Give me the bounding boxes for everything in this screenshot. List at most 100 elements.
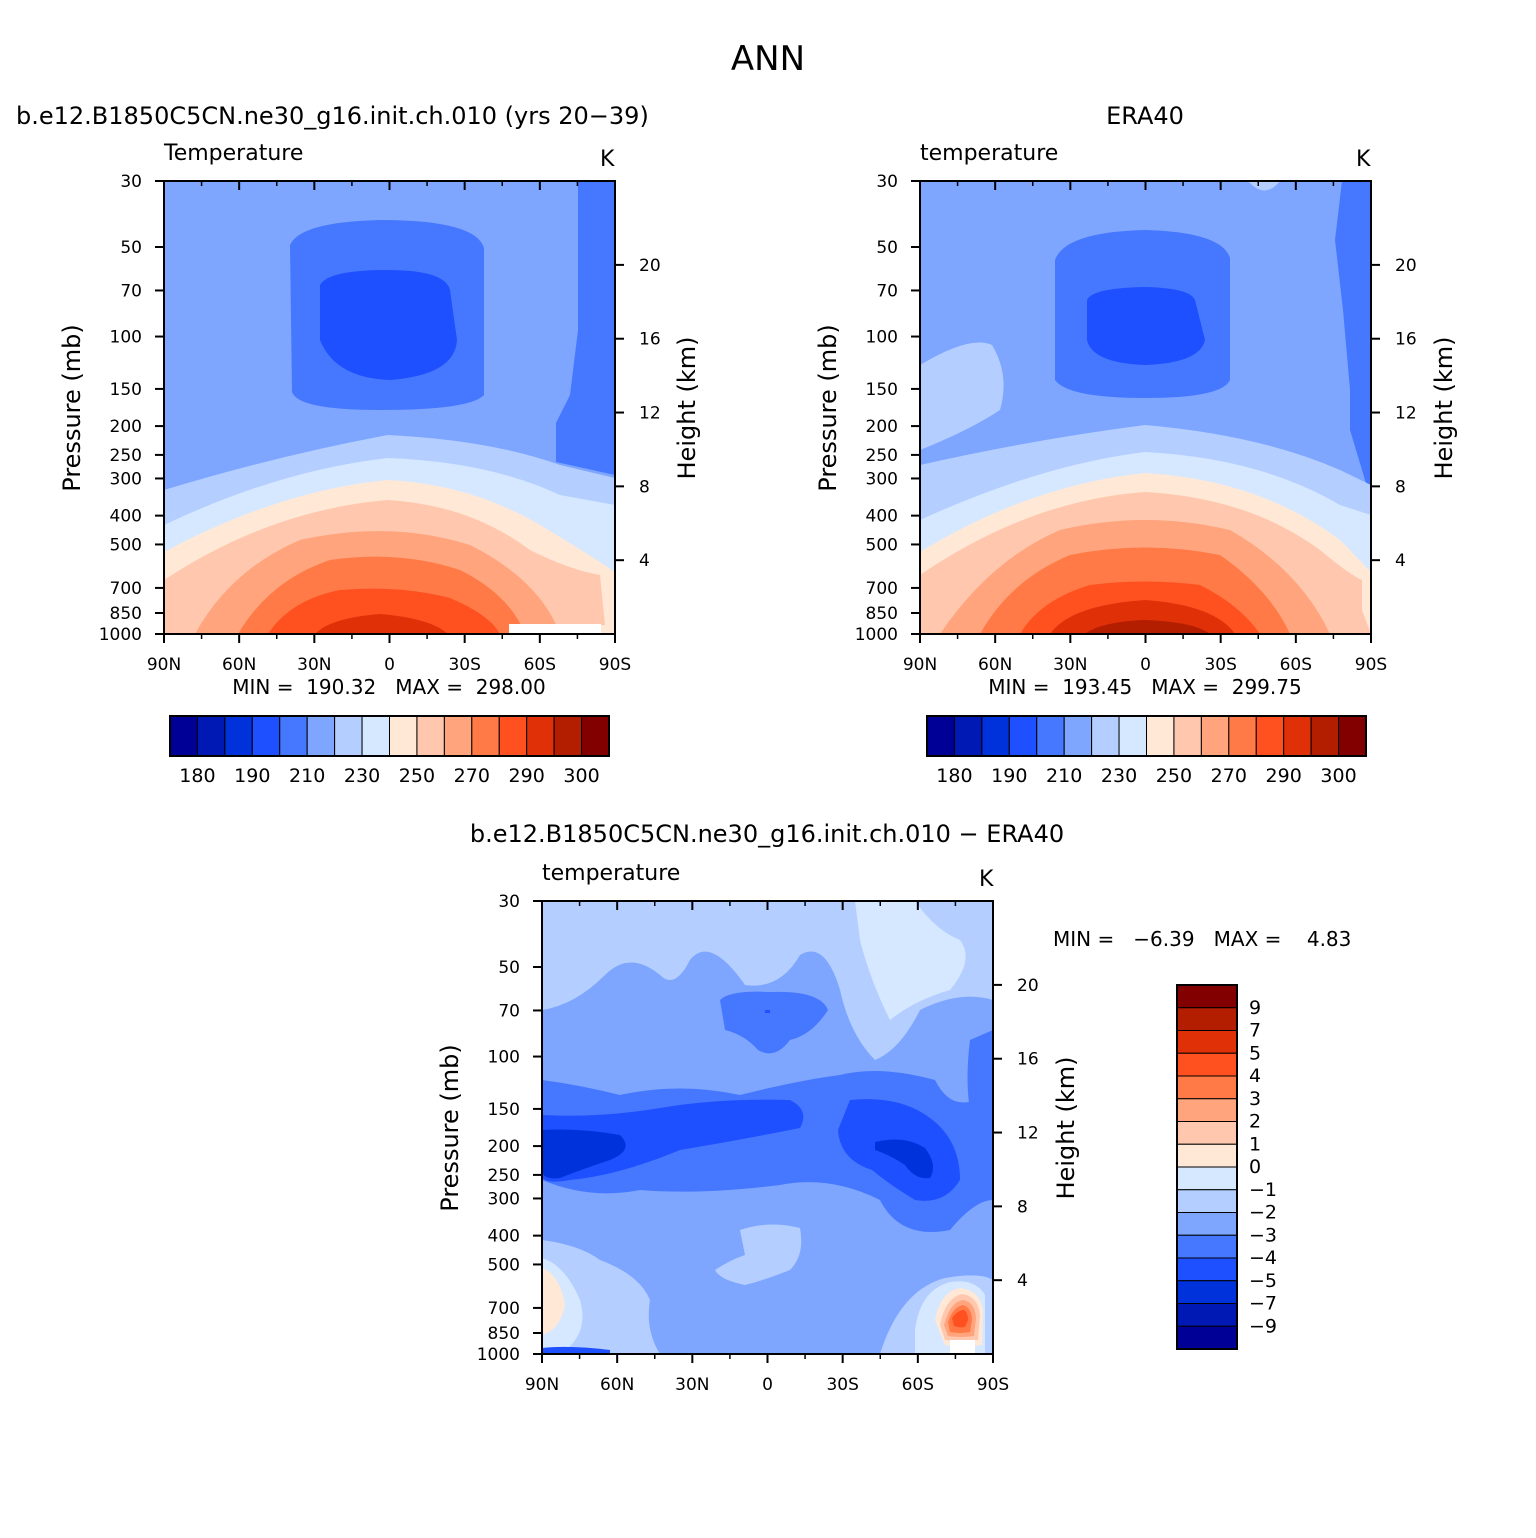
contour-fill-m5-south	[875, 1139, 934, 1179]
panel-model-ylabel: Pressure (mb)	[58, 324, 86, 491]
colorbar-swatch	[169, 715, 198, 757]
y-right-tick-label: 20	[639, 256, 661, 276]
y-tick-label: 70	[876, 281, 898, 301]
colorbar-swatch	[1176, 1098, 1238, 1122]
contour-fill-m1-low	[715, 1224, 802, 1285]
colorbar-label: 2	[1249, 1111, 1261, 1133]
colorbar-swatch	[1176, 1007, 1238, 1031]
y-tick-label: 500	[488, 1255, 520, 1275]
panel-model-variable: Temperature	[163, 141, 303, 166]
colorbar-swatch	[498, 715, 528, 757]
panel-obs: ERA40 temperature K 90N 60N 30N 0 30S 60S 90S 3…	[814, 102, 1458, 787]
colorbar-swatch	[1091, 715, 1120, 757]
y-tick-label: 100	[110, 328, 142, 348]
colorbar-label: 230	[1101, 765, 1137, 787]
colorbar-swatch	[334, 715, 363, 757]
panel-model-title: b.e12.B1850C5CN.ne30_g16.init.ch.010 (yr…	[16, 102, 649, 130]
y-right-tick-label: 8	[639, 477, 650, 497]
missing-data-gap	[509, 624, 601, 634]
y-tick-label: 1000	[477, 1345, 520, 1365]
x-tick-label: 60S	[1280, 655, 1312, 675]
panel-model-axes: 90N 60N 30N 0 30S 60S 90S 30 50 70 100 150 200 250 300…	[99, 172, 661, 675]
colorbar-label: 250	[1156, 765, 1192, 787]
contour-fill-290	[268, 588, 500, 634]
colorbar-label: −5	[1249, 1270, 1277, 1292]
colorbar-swatch	[1063, 715, 1093, 757]
x-tick-label: 90S	[977, 1375, 1009, 1395]
panel-obs-ylabel-right: Height (km)	[1430, 337, 1458, 480]
colorbar-swatch	[1338, 715, 1367, 757]
x-tick-label: 30N	[675, 1375, 709, 1395]
colorbar-swatch	[1176, 1075, 1238, 1100]
y-tick-label: 700	[866, 579, 898, 599]
panel-diff-ylabel-right: Height (km)	[1052, 1057, 1080, 1200]
colorbar-label: −2	[1249, 1202, 1277, 1224]
colorbar-label: −1	[1249, 1179, 1277, 1201]
panel-diff-ylabel: Pressure (mb)	[436, 1044, 464, 1211]
panel-obs-axes: 90N 60N 30N 0 30S 60S 90S 30 50 70 100 150 200 250 300…	[855, 172, 1417, 675]
contour-fill-0-top	[855, 901, 966, 1020]
colorbar-label: 250	[399, 765, 435, 787]
missing-data-gap	[950, 1340, 975, 1354]
contour-fill-200	[1087, 287, 1205, 365]
y-right-tick-label: 20	[1017, 976, 1039, 996]
panel-diff-stats: MIN = −6.39 MAX = 4.83	[1053, 927, 1351, 951]
panel-diff-title: b.e12.B1850C5CN.ne30_g16.init.ch.010 − E…	[470, 820, 1064, 848]
y-right-tick-label: 4	[639, 551, 650, 571]
y-tick-label: 200	[866, 417, 898, 437]
y-tick-label: 850	[110, 604, 142, 624]
y-right-tick-label: 12	[1017, 1124, 1039, 1144]
y-tick-label: 150	[488, 1100, 520, 1120]
panel-model-units: K	[600, 147, 615, 172]
y-tick-label: 1000	[99, 625, 142, 645]
colorbar-swatch	[361, 715, 390, 757]
colorbar-label: 210	[289, 765, 325, 787]
y-right-tick-label: 4	[1017, 1271, 1028, 1291]
x-tick-label: 60N	[600, 1375, 634, 1395]
colorbar-label: 1	[1249, 1133, 1261, 1155]
panel-diff-contours	[542, 901, 993, 1354]
y-tick-label: 30	[876, 172, 898, 192]
y-tick-label: 100	[866, 328, 898, 348]
colorbar-label: 9	[1249, 997, 1261, 1019]
x-tick-label: 30S	[1204, 655, 1236, 675]
y-right-tick-label: 20	[1395, 256, 1417, 276]
colorbar-label: 180	[179, 765, 215, 787]
panel-diff: b.e12.B1850C5CN.ne30_g16.init.ch.010 − E…	[436, 820, 1351, 1395]
y-tick-label: 150	[110, 380, 142, 400]
colorbar-label: 190	[991, 765, 1027, 787]
colorbar-swatch	[1176, 1052, 1238, 1077]
colorbar-swatch	[1228, 715, 1257, 757]
x-tick-label: 30N	[1053, 655, 1087, 675]
colorbar-swatch	[1176, 1325, 1238, 1350]
colorbar-swatch	[443, 715, 473, 757]
x-tick-label: 90N	[147, 655, 181, 675]
contour-fill-m3-polar	[967, 1030, 993, 1130]
colorbar-swatch	[196, 715, 226, 757]
panel-model: b.e12.B1850C5CN.ne30_g16.init.ch.010 (yr…	[16, 102, 701, 787]
colorbar-label: 300	[563, 765, 599, 787]
colorbar-label: −9	[1249, 1315, 1277, 1337]
y-right-tick-label: 4	[1395, 551, 1406, 571]
colorbar-swatch	[279, 715, 308, 757]
colorbar-swatch	[981, 715, 1010, 757]
y-tick-label: 70	[120, 281, 142, 301]
colorbar-label: 230	[344, 765, 380, 787]
y-tick-label: 400	[488, 1227, 520, 1247]
x-tick-label: 90S	[599, 655, 631, 675]
y-tick-label: 50	[876, 238, 898, 258]
panel-obs-title: ERA40	[1106, 102, 1184, 130]
colorbar-label: 270	[454, 765, 490, 787]
colorbar-swatch	[1173, 715, 1202, 757]
x-tick-label: 90N	[903, 655, 937, 675]
colorbar-label: 180	[936, 765, 972, 787]
colorbar-swatch	[1255, 715, 1285, 757]
contour-fill-m4	[542, 1099, 804, 1182]
colorbar-swatch	[953, 715, 983, 757]
x-tick-label: 60S	[902, 1375, 934, 1395]
y-right-tick-label: 16	[1395, 330, 1417, 350]
x-tick-label: 60S	[524, 655, 556, 675]
colorbar-swatch	[926, 715, 955, 757]
x-tick-label: 0	[762, 1375, 773, 1395]
